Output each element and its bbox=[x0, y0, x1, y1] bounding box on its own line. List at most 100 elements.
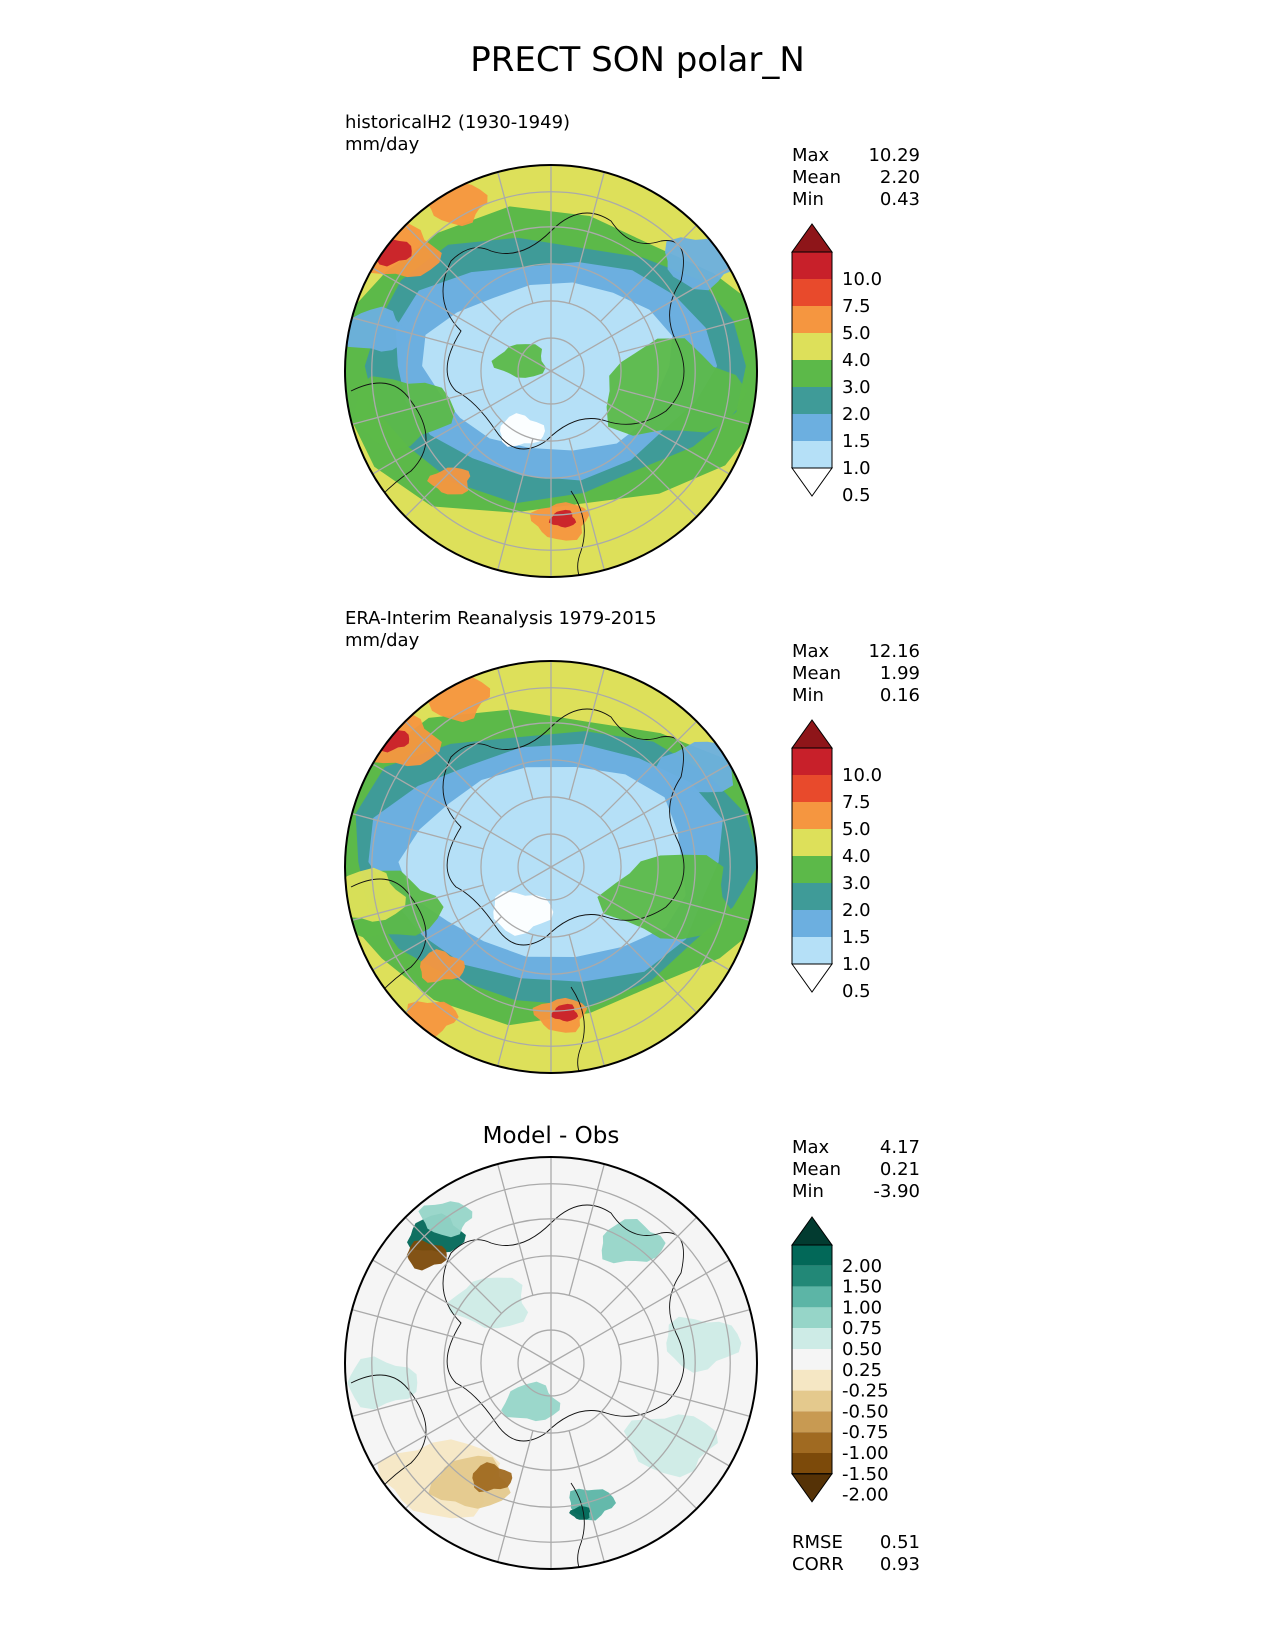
meridian-gridline bbox=[618, 1380, 751, 1417]
colorbar-segment bbox=[792, 441, 832, 468]
coastline bbox=[570, 490, 592, 577]
field-anomaly bbox=[597, 854, 733, 940]
colorbar-segment bbox=[792, 252, 832, 279]
field-anomaly bbox=[418, 1201, 473, 1238]
field-anomaly bbox=[406, 1240, 447, 1271]
stat-min: Min -3.90 bbox=[792, 1181, 920, 1202]
meridian-gridline bbox=[351, 1309, 484, 1346]
colorbar-1: 10.0 7.5 5.0 4.0 3.0 2.0 1.5 1.0 0.5 bbox=[791, 223, 882, 506]
map-background bbox=[345, 165, 757, 577]
meridian-gridline bbox=[618, 317, 751, 354]
meridian-gridline bbox=[579, 267, 730, 356]
meridian-gridline bbox=[550, 866, 580, 885]
field-anomaly bbox=[666, 1316, 742, 1373]
field-anomaly bbox=[472, 1462, 513, 1493]
meridian-gridline bbox=[600, 420, 698, 518]
panel-1-stats: Max 10.29 Mean 2.20 Min 0.43 bbox=[792, 145, 920, 211]
figure-title: PRECT SON polar_N bbox=[470, 40, 805, 80]
colorbar-tick-label: 3.0 bbox=[842, 377, 871, 398]
meridian-gridline bbox=[351, 884, 484, 921]
colorbar-segment bbox=[792, 1453, 832, 1474]
colorbar-segment bbox=[792, 775, 832, 802]
meridian-gridline bbox=[372, 1378, 523, 1467]
meridian-gridline bbox=[550, 849, 580, 868]
polar-map-2 bbox=[344, 660, 758, 1074]
colorbar-tick-label: 2.0 bbox=[842, 900, 871, 921]
field-anomaly bbox=[354, 376, 455, 451]
panel-3-stats: Max 4.17 Mean 0.21 Min -3.90 bbox=[792, 1137, 920, 1203]
precip-band bbox=[422, 282, 673, 451]
precip-band bbox=[398, 767, 686, 957]
field-anomaly bbox=[361, 712, 442, 767]
colorbar-extend-bottom bbox=[791, 467, 833, 497]
field-anomaly bbox=[422, 183, 488, 227]
coastline bbox=[350, 382, 427, 532]
stat-mean: Mean 0.21 bbox=[792, 1159, 920, 1180]
colorbar-outline bbox=[791, 1244, 833, 1475]
polar-map-3 bbox=[344, 1156, 758, 1570]
meridian-gridline bbox=[600, 1412, 698, 1510]
meridian-gridline bbox=[404, 420, 502, 518]
latitude-gridline bbox=[443, 759, 659, 975]
colorbar-segment bbox=[792, 1286, 832, 1308]
colorbar-tick-label: 1.00 bbox=[842, 1297, 882, 1318]
colorbar-tick-label: 4.0 bbox=[842, 350, 871, 371]
colorbar-segment bbox=[792, 1390, 832, 1412]
panel-2-title: ERA-Interim Reanalysis 1979-2015 mm/day bbox=[345, 608, 657, 652]
meridian-gridline bbox=[618, 1309, 751, 1346]
colorbar-tick-label: 0.5 bbox=[842, 485, 871, 506]
colorbar-tick-label: 1.50 bbox=[842, 1277, 882, 1298]
meridian-gridline bbox=[600, 1216, 698, 1314]
colorbar-tick-label: 1.5 bbox=[842, 431, 871, 452]
field-anomaly bbox=[347, 1356, 418, 1410]
colorbar-segment bbox=[792, 1369, 832, 1391]
colorbar-tick-label: 7.5 bbox=[842, 296, 871, 317]
meridian-gridline bbox=[579, 386, 730, 475]
precip-band bbox=[345, 709, 757, 1026]
latitude-gridline bbox=[517, 833, 585, 901]
colorbar-segment bbox=[792, 1328, 832, 1349]
colorbar-segment bbox=[792, 333, 832, 360]
colorbar-segment bbox=[792, 1245, 832, 1266]
coastline bbox=[570, 1482, 592, 1569]
meridian-gridline bbox=[351, 1380, 484, 1417]
meridian-gridline bbox=[600, 224, 698, 322]
colorbar-segment bbox=[792, 829, 832, 856]
field-anomaly bbox=[529, 502, 590, 541]
precip-band bbox=[364, 237, 746, 504]
latitude-gridline bbox=[517, 1329, 585, 1397]
field-anomaly bbox=[601, 1219, 666, 1264]
colorbar-tick-label: -0.75 bbox=[842, 1422, 889, 1443]
meridian-gridline bbox=[372, 882, 523, 971]
meridian-gridline bbox=[568, 1163, 605, 1296]
colorbar-segment bbox=[792, 360, 832, 387]
stat-min: Min 0.16 bbox=[792, 685, 920, 706]
colorbar-segment bbox=[792, 414, 832, 441]
colorbar-segment bbox=[792, 856, 832, 883]
field-anomaly bbox=[493, 891, 554, 936]
stat-max: Max 10.29 bbox=[792, 145, 920, 166]
meridian-gridline bbox=[404, 916, 502, 1014]
colorbar-tick-label: -0.25 bbox=[842, 1381, 889, 1402]
colorbar-segment bbox=[792, 910, 832, 937]
colorbar-outline bbox=[791, 747, 833, 965]
field-anomaly bbox=[569, 1488, 616, 1521]
meridian-gridline bbox=[404, 720, 502, 818]
meridian-gridline bbox=[404, 1216, 502, 1314]
map-boundary bbox=[344, 164, 758, 578]
meridian-gridline bbox=[497, 171, 534, 304]
panel-2-units: mm/day bbox=[345, 630, 420, 651]
meridian-gridline bbox=[550, 1362, 580, 1381]
colorbar-extend-top bbox=[791, 1216, 833, 1246]
meridian-gridline bbox=[579, 1259, 730, 1348]
colorbar-segment bbox=[792, 1432, 832, 1453]
stat-mean: Mean 1.99 bbox=[792, 663, 920, 684]
colorbar-tick-label: 0.50 bbox=[842, 1339, 882, 1360]
meridian-gridline bbox=[522, 1345, 552, 1364]
meridian-gridline bbox=[550, 370, 580, 389]
field-anomaly bbox=[548, 509, 577, 528]
field-anomaly bbox=[665, 237, 743, 291]
latitude-gridline bbox=[480, 796, 622, 938]
latitude-gridline bbox=[517, 337, 585, 405]
field-anomaly bbox=[420, 949, 465, 983]
